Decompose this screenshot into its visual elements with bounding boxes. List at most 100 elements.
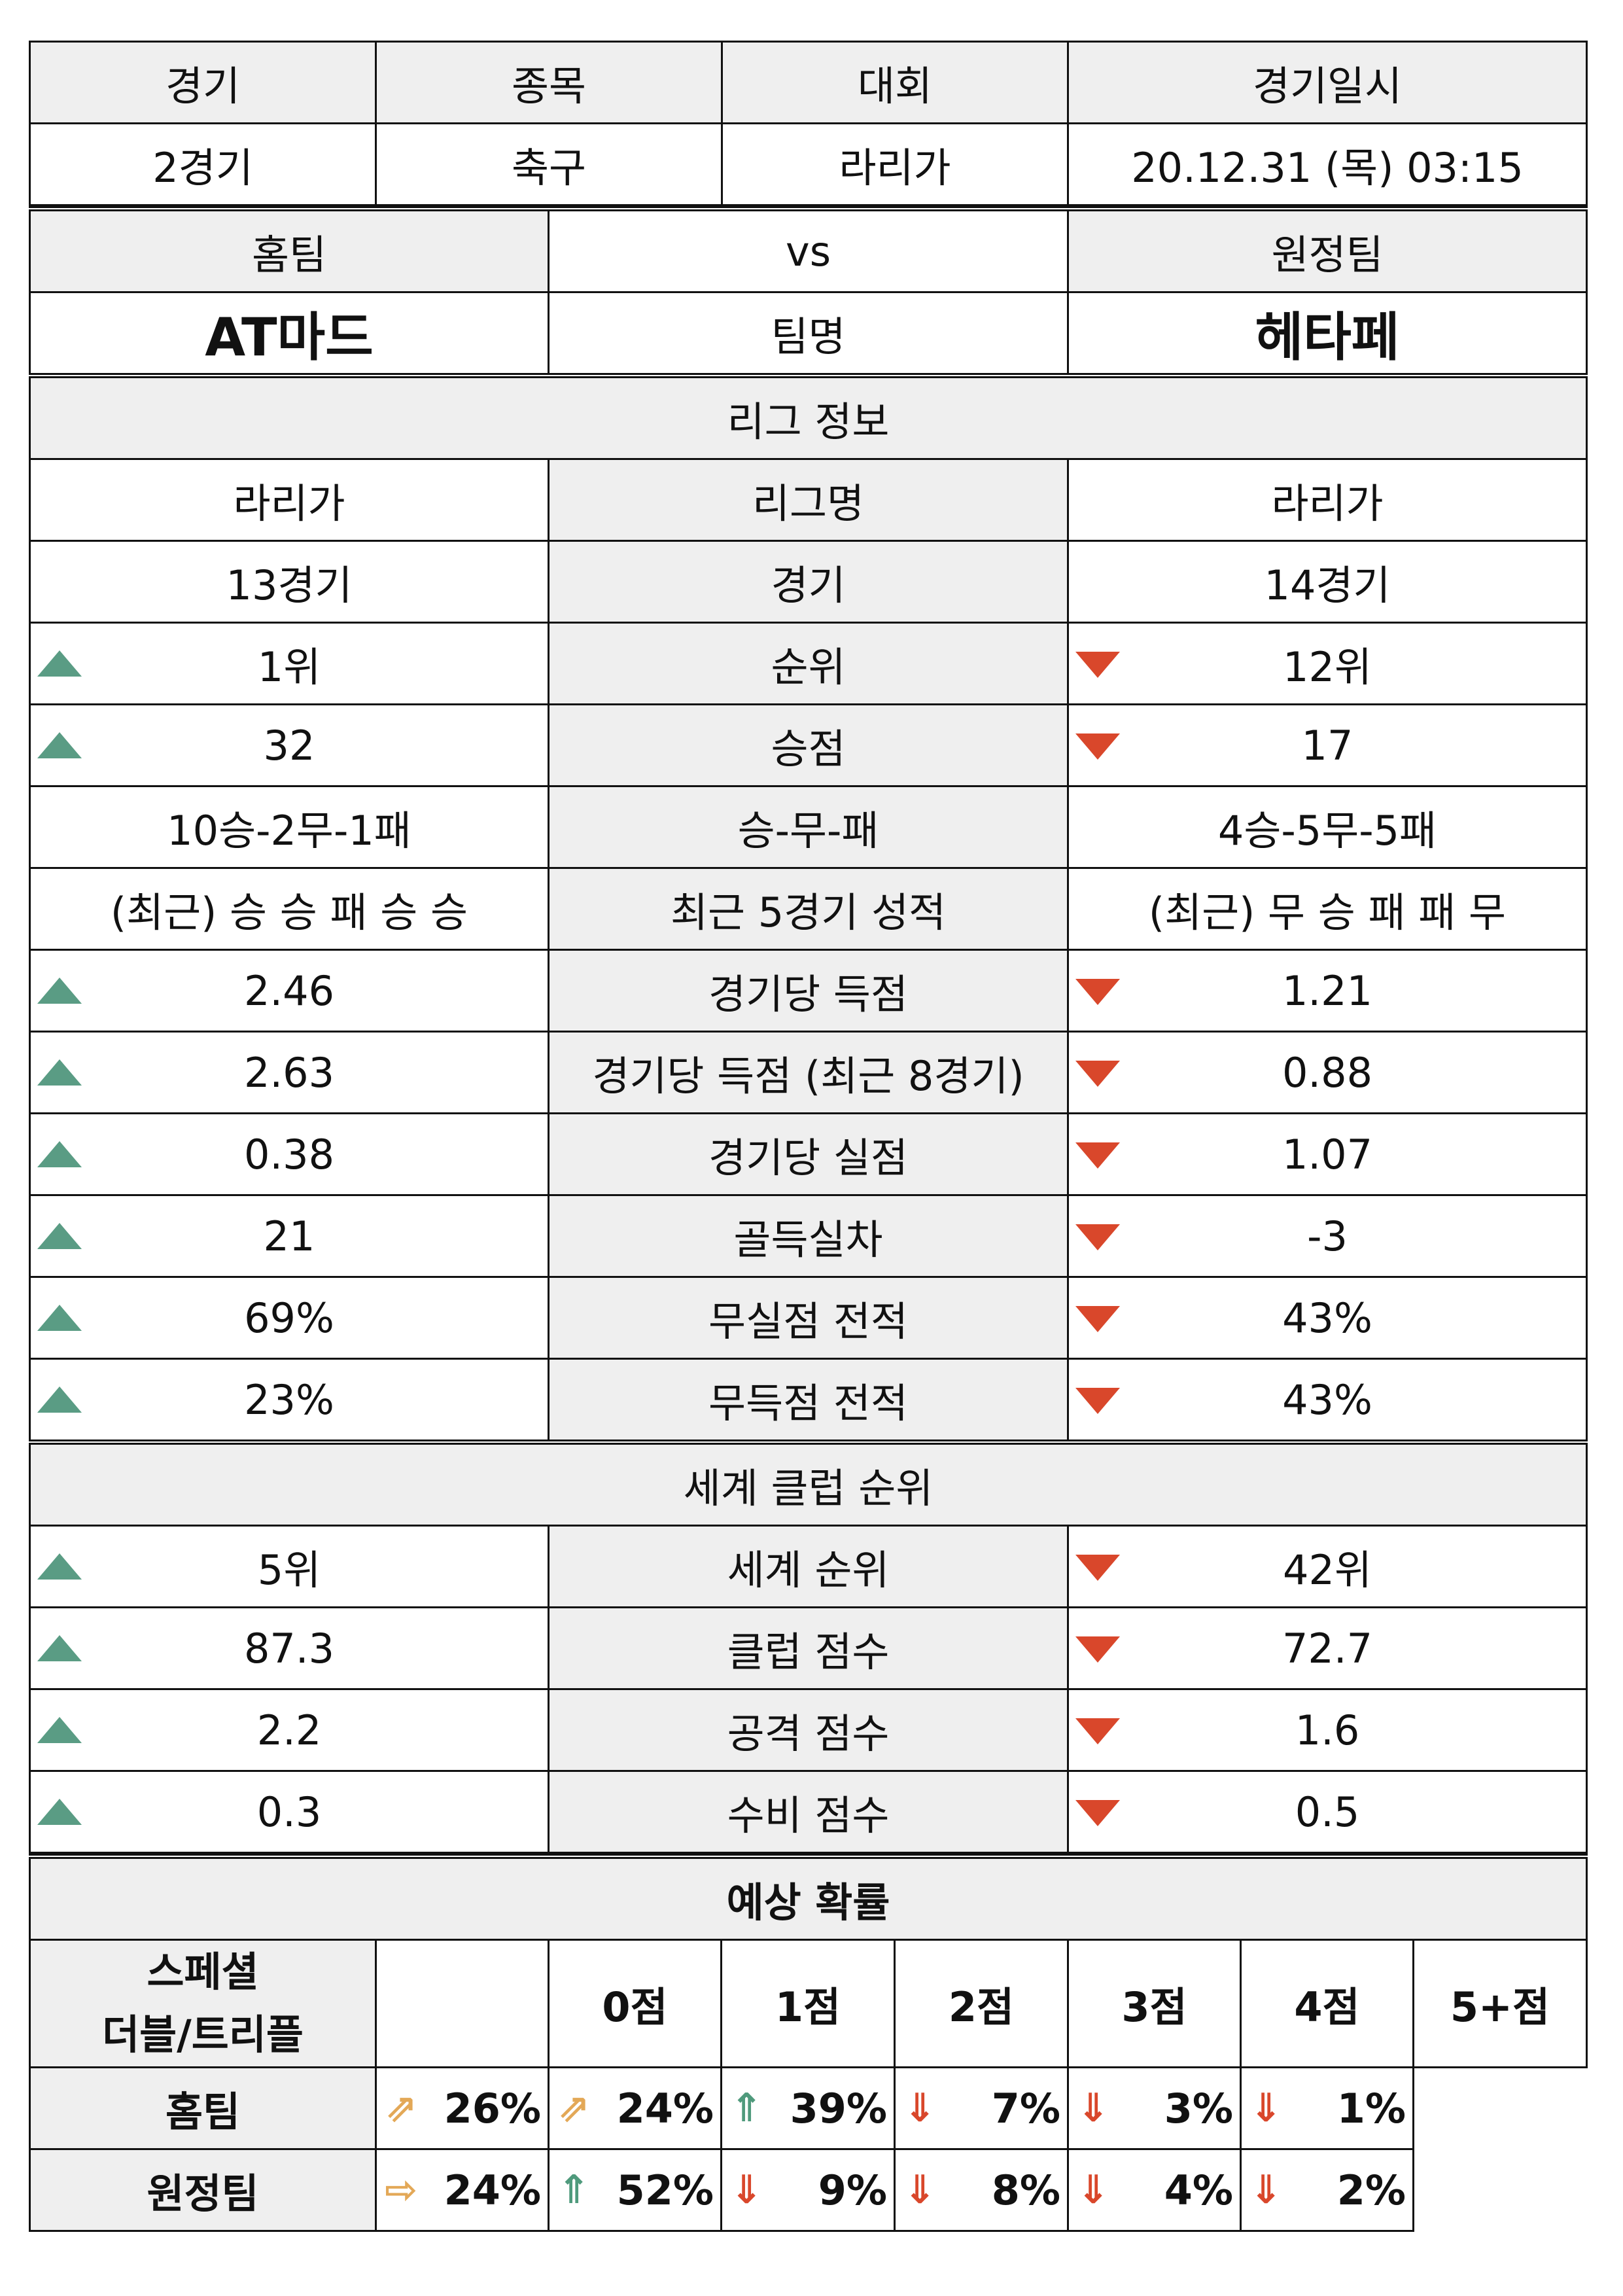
league-info-title: 리그 정보 xyxy=(29,373,1588,460)
probability-value: 24% xyxy=(616,2084,714,2132)
league-row: 2.63 경기당 득점 (최근 8경기) 0.88 xyxy=(29,1031,1588,1114)
stat-label: 세계 순위 xyxy=(548,1525,1069,1608)
away-value: 42위 xyxy=(1067,1525,1588,1608)
blank-header-cell xyxy=(375,1939,550,2068)
datetime-value: 20.12.31 (목) 03:15 xyxy=(1067,122,1588,206)
probability-cell: ⇓ 1% xyxy=(1240,2066,1414,2150)
probability-cell: ⇓ 2% xyxy=(1240,2148,1414,2232)
up-right-arrow-icon: ⇗ xyxy=(385,2085,418,2131)
score-header: 1점 xyxy=(720,1939,896,2068)
probability-cell: ⇓ 4% xyxy=(1067,2148,1242,2232)
league-row: 0.38 경기당 실점 1.07 xyxy=(29,1112,1588,1196)
away-team-name: 헤타페 xyxy=(1067,291,1588,377)
away-value: 라리가 xyxy=(1067,458,1588,542)
league-row: 23% 무득점 전적 43% xyxy=(29,1358,1588,1443)
down-triangle-icon xyxy=(1075,652,1120,678)
home-value: (최근) 승 승 패 승 승 xyxy=(29,867,550,951)
down-arrow-icon: ⇓ xyxy=(903,2167,937,2213)
down-triangle-icon xyxy=(1075,1142,1120,1169)
stat-label: 리그명 xyxy=(548,458,1069,542)
header-competition: 대회 xyxy=(721,41,1069,124)
probability-cell: ⇗ 24% xyxy=(548,2066,722,2150)
up-triangle-icon xyxy=(37,1553,82,1580)
home-value: 0.38 xyxy=(29,1112,550,1196)
special-label: 스페셜 더블/트리플 xyxy=(29,1939,377,2068)
home-value: 라리가 xyxy=(29,458,550,542)
stat-label: 승-무-패 xyxy=(548,785,1069,869)
world-row: 0.3 수비 점수 0.5 xyxy=(29,1770,1588,1854)
probability-value: 52% xyxy=(616,2166,714,2214)
stat-label: 승점 xyxy=(548,703,1069,787)
probability-cell: ⇓ 3% xyxy=(1067,2066,1242,2150)
down-arrow-icon: ⇓ xyxy=(730,2167,763,2213)
down-triangle-icon xyxy=(1075,1718,1120,1744)
home-team-name: AT마드 xyxy=(29,291,550,377)
probability-value: 3% xyxy=(1164,2084,1233,2132)
world-rank-title: 세계 클럽 순위 xyxy=(29,1439,1588,1527)
vs-label: vs xyxy=(548,206,1069,293)
home-value: 0.3 xyxy=(29,1770,550,1854)
down-triangle-icon xyxy=(1075,1800,1120,1826)
away-value: 1.21 xyxy=(1067,949,1588,1033)
comparison-table: 홈팀 vs 원정팀 AT마드 팀명 헤타페 리그 정보 라리가 리그명 라리가 13경… xyxy=(29,206,1588,1854)
away-value: 43% xyxy=(1067,1358,1588,1443)
league-row: 10승-2무-1패 승-무-패 4승-5무-5패 xyxy=(29,785,1588,869)
probability-value: 24% xyxy=(444,2166,541,2214)
home-value: 69% xyxy=(29,1276,550,1360)
probability-value: 2% xyxy=(1336,2166,1406,2214)
down-triangle-icon xyxy=(1075,1636,1120,1663)
sport-value: 축구 xyxy=(375,122,723,206)
home-value: 13경기 xyxy=(29,540,550,624)
home-value: 5위 xyxy=(29,1525,550,1608)
special-label-line2: 더블/트리플 xyxy=(102,2011,304,2058)
down-arrow-icon: ⇓ xyxy=(1077,2085,1110,2131)
stat-label: 수비 점수 xyxy=(548,1770,1069,1854)
probability-table: 예상 확률 스페셜 더블/트리플 0점 1점 2점 3점 4점 5+점 홈팀 ⇗ 26% ⇗ 24… xyxy=(29,1854,1588,2232)
down-arrow-icon: ⇓ xyxy=(1249,2167,1283,2213)
stat-label: 경기 xyxy=(548,540,1069,624)
down-triangle-icon xyxy=(1075,1224,1120,1250)
up-arrow-icon: ⇑ xyxy=(730,2085,763,2131)
probability-value: 39% xyxy=(790,2084,887,2132)
down-arrow-icon: ⇓ xyxy=(1249,2085,1283,2131)
probability-cell: ⇨ 24% xyxy=(375,2148,550,2232)
stat-label: 순위 xyxy=(548,622,1069,705)
stat-label: 경기당 득점 xyxy=(548,949,1069,1033)
down-triangle-icon xyxy=(1075,1555,1120,1581)
league-row: (최근) 승 승 패 승 승 최근 5경기 성적 (최근) 무 승 패 패 무 xyxy=(29,867,1588,951)
probability-cell: ⇓ 8% xyxy=(894,2148,1069,2232)
league-row: 2.46 경기당 득점 1.21 xyxy=(29,949,1588,1033)
stat-label: 클럽 점수 xyxy=(548,1606,1069,1690)
probability-value: 1% xyxy=(1336,2084,1406,2132)
up-triangle-icon xyxy=(37,1386,82,1413)
up-triangle-icon xyxy=(37,1717,82,1743)
up-arrow-icon: ⇑ xyxy=(557,2167,591,2213)
league-row: 21 골득실차 -3 xyxy=(29,1194,1588,1278)
home-value: 87.3 xyxy=(29,1606,550,1690)
away-value: (최근) 무 승 패 패 무 xyxy=(1067,867,1588,951)
stat-label: 최근 5경기 성적 xyxy=(548,867,1069,951)
probability-value: 9% xyxy=(818,2166,887,2214)
probability-cell: ⇓ 7% xyxy=(894,2066,1069,2150)
up-triangle-icon xyxy=(37,1223,82,1249)
probability-cell: ⇓ 9% xyxy=(720,2148,896,2232)
up-triangle-icon xyxy=(37,650,82,677)
match-info-table: 경기 종목 대회 경기일시 2경기 축구 라리가 20.12.31 (목) 03… xyxy=(29,41,1588,206)
header-datetime: 경기일시 xyxy=(1067,41,1588,124)
team-name-label: 팀명 xyxy=(548,291,1069,377)
away-value: 12위 xyxy=(1067,622,1588,705)
probability-row: 원정팀 ⇨ 24% ⇑ 52% ⇓ 9% ⇓ 8% ⇓ 4% ⇓ 2% xyxy=(29,2148,1587,2232)
down-triangle-icon xyxy=(1075,979,1120,1005)
home-value: 23% xyxy=(29,1358,550,1443)
home-value: 1위 xyxy=(29,622,550,705)
stat-label: 무실점 전적 xyxy=(548,1276,1069,1360)
up-triangle-icon xyxy=(37,732,82,758)
stat-label: 무득점 전적 xyxy=(548,1358,1069,1443)
probability-cell: ⇗ 26% xyxy=(375,2066,550,2150)
away-value: 4승-5무-5패 xyxy=(1067,785,1588,869)
up-triangle-icon xyxy=(37,1305,82,1331)
away-value: -3 xyxy=(1067,1194,1588,1278)
probability-value: 8% xyxy=(991,2166,1060,2214)
home-value: 10승-2무-1패 xyxy=(29,785,550,869)
stat-label: 경기당 득점 (최근 8경기) xyxy=(548,1031,1069,1114)
